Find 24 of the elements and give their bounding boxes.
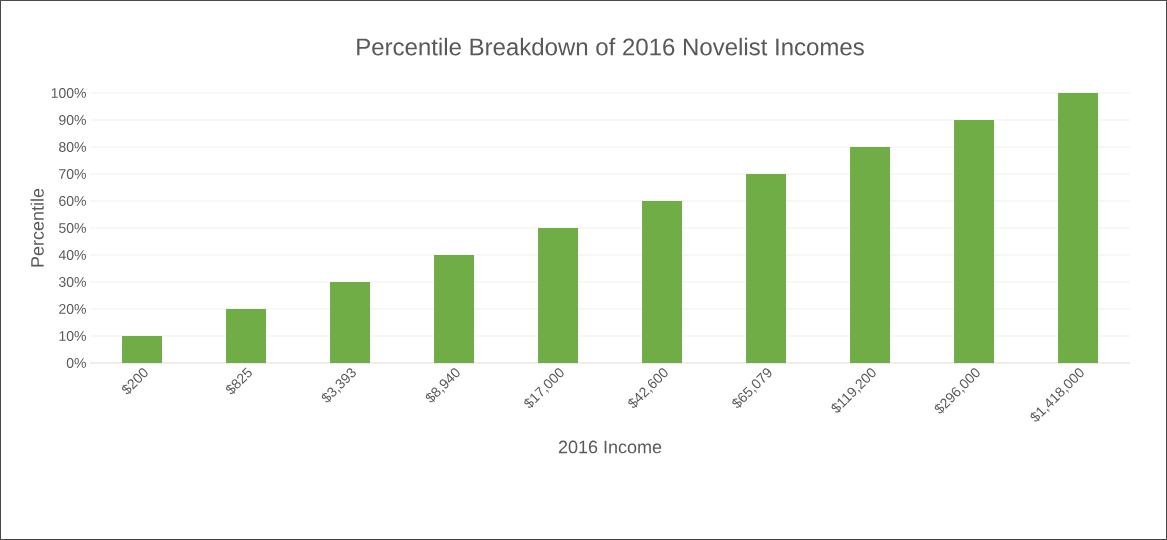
bar xyxy=(954,119,995,363)
chart-title: Percentile Breakdown of 2016 Novelist Incomes xyxy=(357,37,864,56)
y-tick-label: 80% xyxy=(59,142,86,152)
bar xyxy=(538,227,579,363)
y-tick-label: 100% xyxy=(51,88,86,98)
bar xyxy=(850,146,891,363)
y-tick-label: 60% xyxy=(59,196,86,206)
y-tick-label: 40% xyxy=(58,250,86,260)
y-tick-label: 0% xyxy=(66,358,86,368)
y-tick-label: 30% xyxy=(58,277,86,287)
bar xyxy=(642,200,683,363)
y-axis-title: Percentile xyxy=(30,188,44,267)
y-tick-label: 10% xyxy=(59,331,86,341)
bar xyxy=(434,254,475,363)
bar xyxy=(122,335,163,363)
bar xyxy=(1058,92,1099,363)
y-tick-label: 20% xyxy=(59,304,86,314)
y-tick-label: 50% xyxy=(59,223,86,233)
bar xyxy=(330,281,371,363)
x-axis-title: 2016 Income xyxy=(558,440,662,454)
y-tick-label: 90% xyxy=(59,115,86,125)
bar xyxy=(226,308,267,363)
y-tick-label: 70% xyxy=(59,169,86,179)
bar xyxy=(746,173,787,363)
